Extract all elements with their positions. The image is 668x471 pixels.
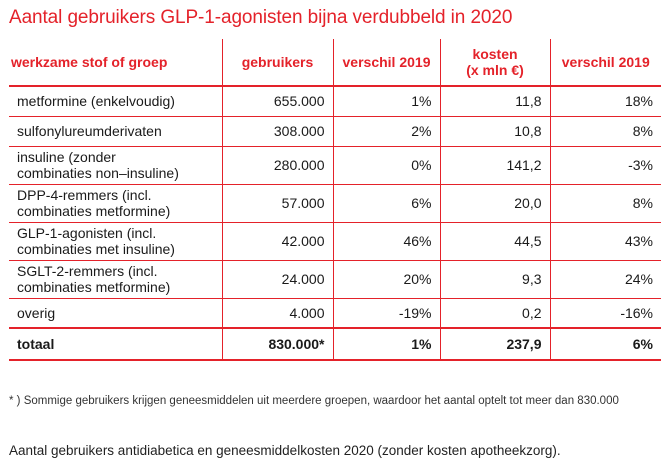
table-row: sulfonylureumderivaten 308.000 2% 10,8 8… [9,116,661,146]
page-title: Aantal gebruikers GLP-1-agonisten bijna … [9,7,513,28]
cell-verschil-kosten: 43% [549,222,661,260]
row-label: GLP-1-agonisten (incl. combinaties met in… [17,225,175,257]
header-werkzame-stof: werkzame stof of groep [9,39,222,87]
header-gebruikers: gebruikers [221,39,333,87]
header-kosten: kosten (x mln €) [439,39,550,87]
cell-kosten: 10,8 [439,116,550,146]
cell-verschil-kosten: -16% [549,298,661,328]
table-row: SGLT-2-remmers (incl. combinaties metform… [9,260,661,298]
total-verschil-gebruikers: 1% [332,328,440,360]
total-label: totaal [17,336,55,352]
data-table: werkzame stof of groep gebruikers versch… [9,39,661,361]
cell-verschil-gebruikers: 6% [332,184,440,222]
table-row: overig 4.000 -19% 0,2 -16% [9,298,661,328]
row-label: overig [17,304,56,321]
cell-kosten: 20,0 [439,184,550,222]
cell-kosten: 9,3 [439,260,550,298]
table-total-row: totaal 830.000* 1% 237,9 6% [9,328,661,360]
cell-gebruikers: 57.000 [221,184,333,222]
row-label: metformine (enkelvoudig) [17,93,175,110]
cell-kosten: 0,2 [439,298,550,328]
cell-verschil-kosten: 8% [549,184,661,222]
cell-kosten: 44,5 [439,222,550,260]
footnote: * ) Sommige gebruikers krijgen geneesmid… [9,395,619,407]
cell-verschil-gebruikers: 2% [332,116,440,146]
cell-verschil-gebruikers: 20% [332,260,440,298]
table-row: metformine (enkelvoudig) 655.000 1% 11,8… [9,86,661,116]
caption: Aantal gebruikers antidiabetica en genee… [9,443,561,458]
cell-kosten: 11,8 [439,86,550,116]
cell-gebruikers: 308.000 [221,116,333,146]
cell-verschil-kosten: 8% [549,116,661,146]
cell-kosten: 141,2 [439,146,550,184]
header-verschil-kosten: verschil 2019 [549,39,661,87]
cell-verschil-gebruikers: 0% [332,146,440,184]
cell-verschil-kosten: 18% [549,86,661,116]
row-label: sulfonylureumderivaten [17,123,162,139]
total-kosten: 237,9 [439,328,550,360]
cell-gebruikers: 24.000 [221,260,333,298]
cell-verschil-gebruikers: 1% [332,86,440,116]
cell-gebruikers: 42.000 [221,222,333,260]
table-row: GLP-1-agonisten (incl. combinaties met in… [9,222,661,260]
row-label: DPP-4-remmers (incl. combinaties metformi… [17,187,171,219]
table-row: DPP-4-remmers (incl. combinaties metformi… [9,184,661,222]
table-row: insuline (zonder combinaties non–insuline… [9,146,661,184]
cell-verschil-kosten: 24% [549,260,661,298]
cell-gebruikers: 280.000 [221,146,333,184]
cell-verschil-kosten: -3% [549,146,661,184]
row-label: SGLT-2-remmers (incl. combinaties metform… [17,263,171,295]
total-verschil-kosten: 6% [549,328,661,360]
cell-verschil-gebruikers: 46% [332,222,440,260]
table-header-row: werkzame stof of groep gebruikers versch… [9,39,661,87]
total-gebruikers: 830.000* [221,328,333,360]
row-label: insuline (zonder combinaties non–insuline… [17,149,179,181]
cell-gebruikers: 655.000 [221,86,333,116]
cell-verschil-gebruikers: -19% [332,298,440,328]
header-verschil-gebruikers: verschil 2019 [332,39,440,87]
cell-gebruikers: 4.000 [221,298,333,328]
